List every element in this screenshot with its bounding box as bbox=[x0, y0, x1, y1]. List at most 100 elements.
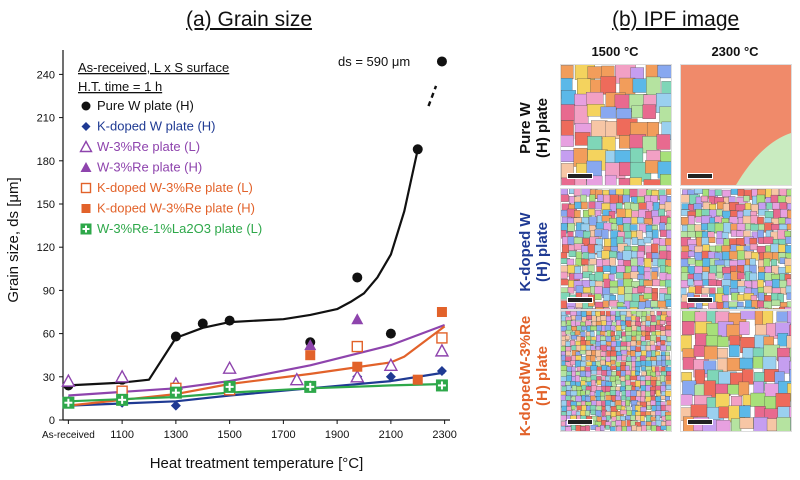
trend-line bbox=[68, 371, 445, 407]
legend-marker bbox=[81, 204, 91, 213]
x-tick-label: As-received bbox=[42, 430, 95, 441]
marker-shape bbox=[436, 366, 447, 377]
legend-label: K-doped W plate (H) bbox=[97, 119, 216, 134]
info-line: As-received, L x S surface bbox=[78, 60, 229, 75]
grain-mosaic bbox=[561, 311, 671, 431]
y-tick-label: 210 bbox=[37, 113, 55, 125]
grain-mosaic bbox=[561, 189, 671, 309]
x-tick-label: 2100 bbox=[379, 429, 403, 441]
ipf-row-label-line: (H) plate bbox=[534, 346, 551, 406]
data-point bbox=[352, 361, 363, 372]
marker-shape bbox=[289, 372, 304, 386]
data-point bbox=[350, 369, 365, 383]
data-point bbox=[289, 372, 304, 386]
data-point bbox=[436, 56, 447, 67]
data-point bbox=[352, 272, 363, 283]
marker-shape bbox=[222, 360, 237, 374]
marker-shape bbox=[80, 162, 92, 172]
info-line: H.T. time = 1 h bbox=[78, 79, 162, 94]
data-point bbox=[169, 386, 182, 399]
data-point bbox=[436, 332, 448, 344]
marker-shape bbox=[436, 332, 448, 344]
ipf-image-k-doped-w-re-2300 bbox=[680, 310, 792, 432]
legend-marker bbox=[81, 122, 91, 131]
legend-marker bbox=[80, 162, 92, 172]
marker-shape bbox=[170, 400, 181, 411]
marker-shape bbox=[385, 371, 396, 382]
marker-shape bbox=[61, 373, 76, 387]
ipf-image-pure-w-2300 bbox=[680, 64, 792, 186]
legend-label: K-doped W-3%Re plate (L) bbox=[97, 180, 253, 195]
data-point bbox=[304, 380, 317, 393]
ipf-image-pure-w-1500 bbox=[560, 64, 672, 186]
data-point bbox=[170, 331, 181, 342]
marker-shape bbox=[79, 140, 93, 153]
data-point bbox=[383, 357, 399, 371]
y-axis-title: Grain size, ds [μm] bbox=[5, 177, 22, 302]
marker-shape bbox=[385, 328, 396, 339]
grain-mosaic bbox=[681, 65, 791, 185]
trend-line bbox=[68, 382, 445, 403]
panel-b-title: (b) IPF image bbox=[612, 8, 740, 31]
grain-mosaic bbox=[561, 65, 671, 185]
marker-shape bbox=[383, 357, 399, 371]
marker-shape bbox=[81, 204, 91, 213]
data-point bbox=[197, 318, 208, 329]
x-tick-label: 1900 bbox=[325, 429, 349, 441]
scale-bar bbox=[567, 173, 593, 179]
y-tick-label: 240 bbox=[37, 69, 55, 81]
ipf-image-k-doped-w-re-1500 bbox=[560, 310, 672, 432]
data-point bbox=[435, 379, 448, 392]
marker-shape bbox=[224, 315, 235, 326]
data-point bbox=[222, 360, 237, 374]
legend-marker bbox=[80, 223, 92, 235]
data-point bbox=[351, 340, 363, 353]
ipf-row-label-k-doped-w-re: K-dopedW-3%Re (H) plate bbox=[517, 301, 557, 451]
trend-line bbox=[68, 323, 445, 397]
scale-bar bbox=[687, 297, 713, 303]
marker-shape bbox=[170, 331, 181, 342]
y-tick-label: 150 bbox=[37, 199, 55, 211]
data-point bbox=[305, 350, 316, 361]
data-point bbox=[170, 400, 181, 411]
ipf-row-label-line: K-dopedW-3%Re bbox=[517, 315, 534, 437]
y-tick-label: 0 bbox=[49, 415, 55, 427]
marker-shape bbox=[352, 361, 363, 372]
scale-bar bbox=[567, 419, 593, 425]
x-axis-title: Heat treatment temperature [°C] bbox=[150, 455, 364, 472]
data-point bbox=[385, 328, 396, 339]
data-point bbox=[351, 313, 364, 325]
grain-mosaic bbox=[681, 311, 791, 431]
marker-shape bbox=[114, 369, 130, 383]
marker-shape bbox=[81, 122, 91, 131]
legend-label: K-doped W-3%Re plate (H) bbox=[97, 201, 255, 216]
ipf-column-label-1500: 1500 °C bbox=[591, 44, 639, 59]
marker-shape bbox=[351, 313, 364, 325]
data-point bbox=[114, 369, 130, 383]
legend-label: W-3%Re plate (H) bbox=[97, 160, 202, 175]
marker-shape bbox=[351, 340, 363, 353]
data-point bbox=[385, 371, 396, 382]
marker-shape bbox=[436, 56, 447, 67]
marker-shape bbox=[305, 350, 316, 361]
data-point bbox=[412, 144, 423, 155]
data-point bbox=[116, 393, 129, 406]
scale-bar bbox=[567, 297, 593, 303]
data-point bbox=[223, 380, 236, 393]
data-point bbox=[304, 339, 317, 351]
y-tick-label: 120 bbox=[37, 242, 55, 254]
marker-shape bbox=[412, 374, 423, 385]
marker-shape bbox=[434, 343, 450, 357]
data-point bbox=[436, 307, 447, 317]
y-tick-label: 90 bbox=[43, 285, 55, 297]
ipf-image-k-doped-w-2300 bbox=[680, 188, 792, 310]
legend-marker bbox=[80, 182, 92, 194]
marker-shape bbox=[197, 318, 208, 329]
marker-shape bbox=[350, 369, 365, 383]
legend-marker bbox=[79, 140, 93, 153]
ipf-column-label-2300: 2300 °C bbox=[711, 44, 759, 59]
data-point bbox=[434, 343, 450, 357]
y-tick-label: 30 bbox=[43, 372, 55, 384]
legend-label: W-3%Re-1%La2O3 plate (L) bbox=[97, 221, 262, 236]
